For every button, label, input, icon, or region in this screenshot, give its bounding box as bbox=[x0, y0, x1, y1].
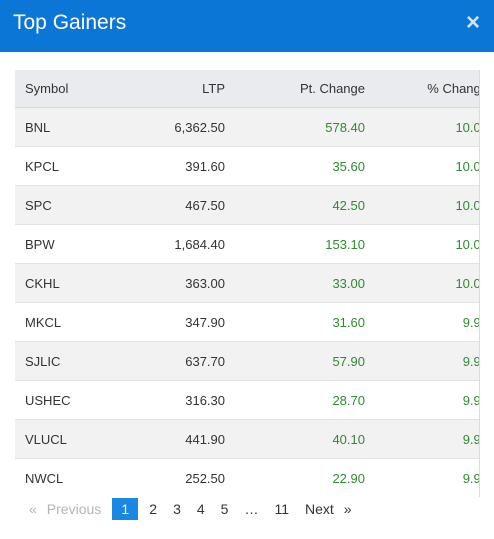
previous-page-button: Previous bbox=[46, 501, 102, 517]
previous-chevron-icon: « bbox=[29, 501, 37, 517]
ltp-cell: 391.60 bbox=[127, 146, 235, 186]
pagination-ellipsis: … bbox=[244, 501, 259, 517]
table-row[interactable]: BNL 6,362.50 578.40 10.00 bbox=[15, 107, 479, 147]
modal-body: Symbol LTP Pt. Change % Change BNL 6,362… bbox=[0, 52, 494, 539]
pct-change-cell: 9.99 bbox=[375, 341, 479, 381]
ltp-cell: 363.00 bbox=[127, 263, 235, 303]
page-button-2[interactable]: 2 bbox=[149, 501, 158, 517]
table-row[interactable]: USHEC 316.30 28.70 9.98 bbox=[15, 380, 479, 420]
pt-change-cell: 40.10 bbox=[235, 419, 375, 459]
pct-change-cell: 10.00 bbox=[375, 185, 479, 225]
table-header-row: Symbol LTP Pt. Change % Change bbox=[15, 70, 479, 108]
pt-change-cell: 153.10 bbox=[235, 224, 375, 264]
symbol-cell[interactable]: VLUCL bbox=[15, 419, 127, 459]
pct-change-cell: 10.00 bbox=[375, 146, 479, 186]
pt-change-cell: 22.90 bbox=[235, 458, 375, 497]
table-row[interactable]: SPC 467.50 42.50 10.00 bbox=[15, 185, 479, 225]
ltp-cell: 441.90 bbox=[127, 419, 235, 459]
page-button-5[interactable]: 5 bbox=[220, 501, 229, 517]
pct-change-cell: 9.97 bbox=[375, 458, 479, 497]
ltp-cell: 316.30 bbox=[127, 380, 235, 420]
next-chevron-icon[interactable]: » bbox=[343, 501, 352, 517]
page-button-4[interactable]: 4 bbox=[196, 501, 205, 517]
pt-change-cell: 28.70 bbox=[235, 380, 375, 420]
table-row[interactable]: MKCL 347.90 31.60 9.99 bbox=[15, 302, 479, 342]
ltp-cell: 252.50 bbox=[127, 458, 235, 497]
symbol-cell[interactable]: MKCL bbox=[15, 302, 127, 342]
pt-change-cell: 578.40 bbox=[235, 107, 375, 147]
symbol-cell[interactable]: USHEC bbox=[15, 380, 127, 420]
modal-header: Top Gainers × bbox=[0, 0, 494, 52]
page-button-1[interactable]: 1 bbox=[112, 498, 139, 520]
col-pct-change[interactable]: % Change bbox=[375, 70, 479, 108]
symbol-cell[interactable]: BNL bbox=[15, 107, 127, 147]
pct-change-cell: 10.00 bbox=[375, 263, 479, 303]
ltp-cell: 637.70 bbox=[127, 341, 235, 381]
pagination: « Previous 1 2 3 4 5 … 11 Next » bbox=[24, 498, 357, 520]
symbol-cell[interactable]: KPCL bbox=[15, 146, 127, 186]
symbol-cell[interactable]: NWCL bbox=[15, 458, 127, 497]
pct-change-cell: 10.00 bbox=[375, 224, 479, 264]
ltp-cell: 347.90 bbox=[127, 302, 235, 342]
pct-change-cell: 10.00 bbox=[375, 107, 479, 147]
close-icon[interactable]: × bbox=[465, 9, 480, 36]
gainers-table-scroll[interactable]: Symbol LTP Pt. Change % Change BNL 6,362… bbox=[15, 70, 480, 497]
symbol-cell[interactable]: SJLIC bbox=[15, 341, 127, 381]
pt-change-cell: 42.50 bbox=[235, 185, 375, 225]
table-row[interactable]: KPCL 391.60 35.60 10.00 bbox=[15, 146, 479, 186]
ltp-cell: 467.50 bbox=[127, 185, 235, 225]
next-page-button[interactable]: Next bbox=[305, 501, 334, 517]
gainers-table: Symbol LTP Pt. Change % Change BNL 6,362… bbox=[15, 70, 479, 497]
pt-change-cell: 31.60 bbox=[235, 302, 375, 342]
modal-title: Top Gainers bbox=[13, 11, 127, 34]
pt-change-cell: 35.60 bbox=[235, 146, 375, 186]
symbol-cell[interactable]: BPW bbox=[15, 224, 127, 264]
pct-change-cell: 9.99 bbox=[375, 302, 479, 342]
symbol-cell[interactable]: SPC bbox=[15, 185, 127, 225]
ltp-cell: 6,362.50 bbox=[127, 107, 235, 147]
pct-change-cell: 9.98 bbox=[375, 419, 479, 459]
pt-change-cell: 33.00 bbox=[235, 263, 375, 303]
table-row[interactable]: NWCL 252.50 22.90 9.97 bbox=[15, 458, 479, 497]
pct-change-cell: 9.98 bbox=[375, 380, 479, 420]
symbol-cell[interactable]: CKHL bbox=[15, 263, 127, 303]
page-button-3[interactable]: 3 bbox=[173, 501, 181, 517]
table-row[interactable]: CKHL 363.00 33.00 10.00 bbox=[15, 263, 479, 303]
col-symbol[interactable]: Symbol bbox=[15, 70, 127, 108]
table-row[interactable]: BPW 1,684.40 153.10 10.00 bbox=[15, 224, 479, 264]
table-row[interactable]: VLUCL 441.90 40.10 9.98 bbox=[15, 419, 479, 459]
pt-change-cell: 57.90 bbox=[235, 341, 375, 381]
ltp-cell: 1,684.40 bbox=[127, 224, 235, 264]
col-ltp[interactable]: LTP bbox=[127, 70, 235, 108]
table-row[interactable]: SJLIC 637.70 57.90 9.99 bbox=[15, 341, 479, 381]
col-pt-change[interactable]: Pt. Change bbox=[235, 70, 375, 108]
page-button-11[interactable]: 11 bbox=[274, 501, 289, 517]
